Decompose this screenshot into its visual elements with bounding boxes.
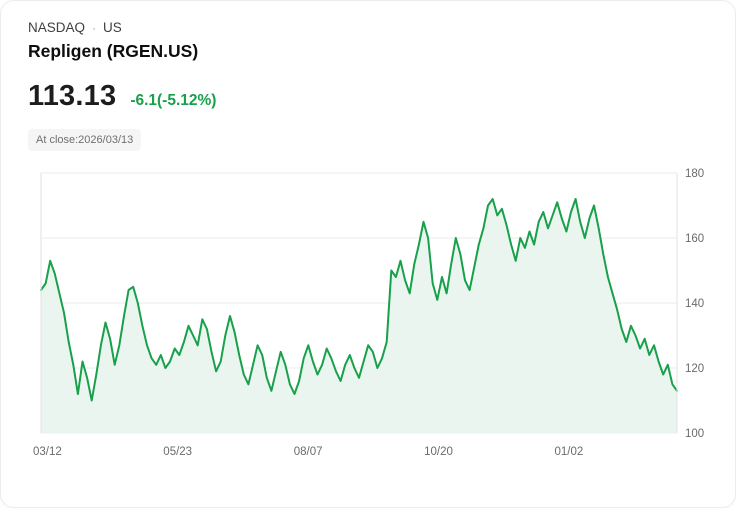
x-tick-label: 03/12 xyxy=(33,446,62,458)
price-chart[interactable]: 180 160 140 120 100 03/12 05/23 08/07 10/20 01/0… xyxy=(1,163,736,463)
x-axis-labels: 03/12 05/23 08/07 10/20 01/02 xyxy=(33,446,583,458)
stock-title: Repligen (RGEN.US) xyxy=(28,41,199,61)
y-axis-labels: 180 160 140 120 100 xyxy=(685,168,704,440)
quote-row: 113.13 -6.1(-5.12%) xyxy=(1,80,735,113)
y-tick-label: 180 xyxy=(685,168,704,180)
exchange-label: NASDAQ xyxy=(28,20,86,35)
x-tick-label: 08/07 xyxy=(294,446,323,458)
y-tick-label: 100 xyxy=(685,428,704,440)
x-tick-label: 10/20 xyxy=(424,446,453,458)
y-tick-label: 140 xyxy=(685,298,704,310)
y-tick-label: 160 xyxy=(685,233,704,245)
price-value: 113.13 xyxy=(28,80,117,112)
market-row: NASDAQ · US xyxy=(1,20,735,35)
price-line xyxy=(40,198,678,402)
country-label: US xyxy=(103,20,122,35)
price-area-fill xyxy=(41,199,677,433)
at-close-badge: At close:2026/03/13 xyxy=(28,129,142,151)
x-tick-label: 05/23 xyxy=(163,446,192,458)
price-change: -6.1(-5.12%) xyxy=(130,92,217,109)
x-tick-label: 01/02 xyxy=(555,446,584,458)
y-tick-label: 120 xyxy=(685,363,704,375)
separator-dot-icon: · xyxy=(92,20,97,35)
badge-row: At close:2026/03/13 xyxy=(1,129,735,151)
